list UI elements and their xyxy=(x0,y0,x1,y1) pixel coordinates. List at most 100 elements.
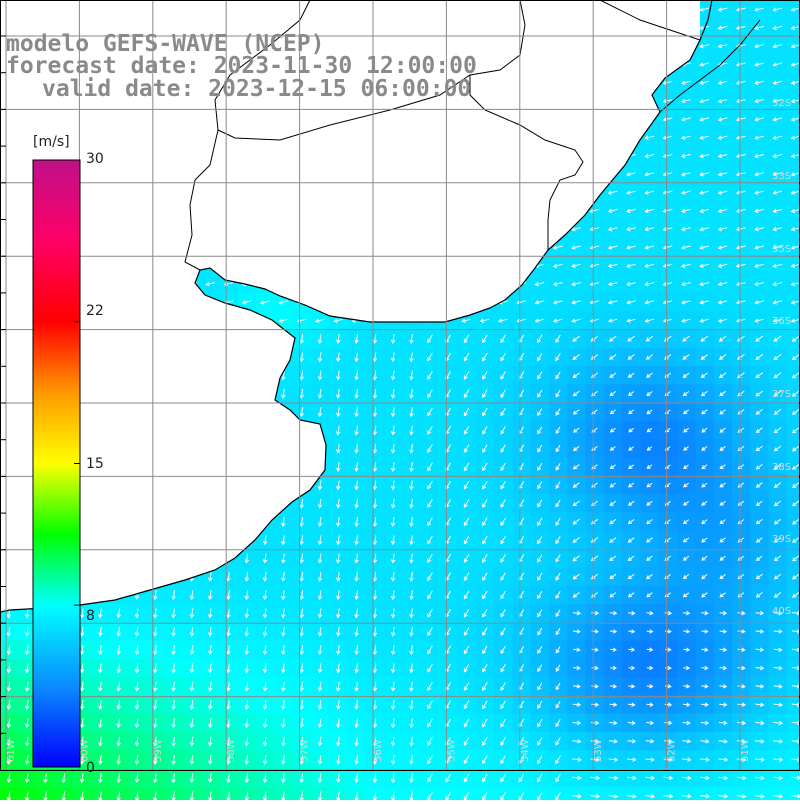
wind-arrow xyxy=(534,245,545,250)
wind-arrow xyxy=(701,702,709,707)
colorbar-gradient xyxy=(32,159,81,768)
wind-arrow xyxy=(773,555,782,561)
longitude-label: 58W xyxy=(226,739,237,762)
wind-arrow xyxy=(755,335,764,342)
wind-arrow xyxy=(22,98,32,104)
wind-arrow xyxy=(497,281,508,287)
wind-arrow xyxy=(589,172,600,177)
wind-arrow xyxy=(281,553,286,564)
wind-arrow xyxy=(98,553,103,564)
wind-arrow xyxy=(6,754,12,765)
wind-arrow xyxy=(131,44,142,49)
wind-arrow xyxy=(772,172,783,177)
wind-arrow xyxy=(98,462,103,473)
wind-arrow xyxy=(463,700,470,710)
wind-arrow xyxy=(317,681,323,692)
wind-arrow xyxy=(186,172,197,177)
wind-arrow xyxy=(131,153,142,159)
land-mass xyxy=(0,0,700,612)
wind-arrow xyxy=(755,353,764,360)
wind-arrow xyxy=(205,62,215,67)
wind-arrow xyxy=(226,681,231,692)
wind-arrow xyxy=(461,190,472,195)
wind-arrow xyxy=(719,647,728,652)
wind-arrow xyxy=(278,208,289,214)
wind-arrow xyxy=(626,208,636,214)
wind-arrow xyxy=(572,518,580,525)
wind-arrow xyxy=(537,481,543,490)
wind-arrow xyxy=(737,555,745,561)
wind-arrow xyxy=(262,388,268,399)
wind-arrow xyxy=(388,300,398,305)
wind-arrow xyxy=(278,263,289,268)
wind-arrow xyxy=(680,44,691,49)
wind-arrow xyxy=(98,480,103,491)
wind-arrow xyxy=(207,425,213,436)
wind-arrow xyxy=(6,352,12,363)
wind-arrow xyxy=(719,702,728,707)
wind-arrow xyxy=(555,517,561,526)
wind-arrow xyxy=(262,681,268,692)
wind-arrow xyxy=(333,190,344,195)
wind-arrow xyxy=(572,390,580,397)
wind-arrow xyxy=(79,535,85,546)
wind-arrow xyxy=(409,553,414,564)
wind-arrow xyxy=(479,80,490,85)
wind-arrow xyxy=(682,519,690,525)
wind-arrow xyxy=(792,463,800,470)
wind-arrow xyxy=(717,44,728,49)
wind-arrow xyxy=(591,647,599,652)
wind-arrow xyxy=(6,388,12,399)
wind-arrow xyxy=(555,536,561,545)
wind-arrow xyxy=(98,700,103,710)
wind-arrow xyxy=(735,208,746,214)
wind-arrow xyxy=(628,464,635,470)
wind-arrow xyxy=(260,44,270,49)
wind-arrow xyxy=(626,62,636,67)
wind-arrow xyxy=(134,517,140,527)
wind-arrow xyxy=(773,684,783,689)
wind-arrow xyxy=(372,517,378,527)
wind-arrow xyxy=(735,172,746,177)
wind-arrow xyxy=(555,682,561,691)
wind-arrow xyxy=(186,44,197,49)
wind-arrow xyxy=(131,80,142,85)
wind-arrow xyxy=(6,736,12,747)
wind-arrow xyxy=(372,553,378,564)
wind-arrow xyxy=(427,554,433,563)
wind-arrow xyxy=(646,720,655,726)
wind-arrow xyxy=(701,574,708,580)
wind-arrow xyxy=(241,98,252,104)
field-cell xyxy=(732,786,751,804)
wind-arrow xyxy=(644,7,655,12)
wind-arrow xyxy=(244,352,249,363)
wind-arrow xyxy=(701,665,709,671)
wind-arrow xyxy=(791,647,800,653)
wind-arrow xyxy=(500,700,506,710)
wind-arrow xyxy=(131,300,142,305)
wind-arrow xyxy=(244,407,249,418)
wind-arrow xyxy=(6,535,12,546)
wind-arrow xyxy=(113,117,124,122)
wind-arrow xyxy=(207,553,213,564)
wind-arrow xyxy=(790,98,800,104)
wind-arrow xyxy=(226,700,231,710)
wind-arrow xyxy=(773,353,782,360)
wind-arrow xyxy=(683,665,691,671)
wind-arrow xyxy=(262,498,268,509)
wind-arrow xyxy=(552,44,563,49)
wind-arrow xyxy=(719,610,728,616)
wind-arrow xyxy=(336,571,341,582)
wind-arrow xyxy=(755,739,765,744)
wind-arrow xyxy=(336,334,341,344)
wind-arrow xyxy=(372,626,378,637)
wind-arrow xyxy=(336,498,341,509)
wind-arrow xyxy=(461,172,472,177)
wind-arrow xyxy=(372,700,378,710)
wind-arrow xyxy=(754,44,764,49)
wind-arrow xyxy=(6,334,12,344)
wind-arrow xyxy=(571,98,581,104)
wind-arrow xyxy=(98,535,103,546)
wind-arrow xyxy=(699,117,710,122)
